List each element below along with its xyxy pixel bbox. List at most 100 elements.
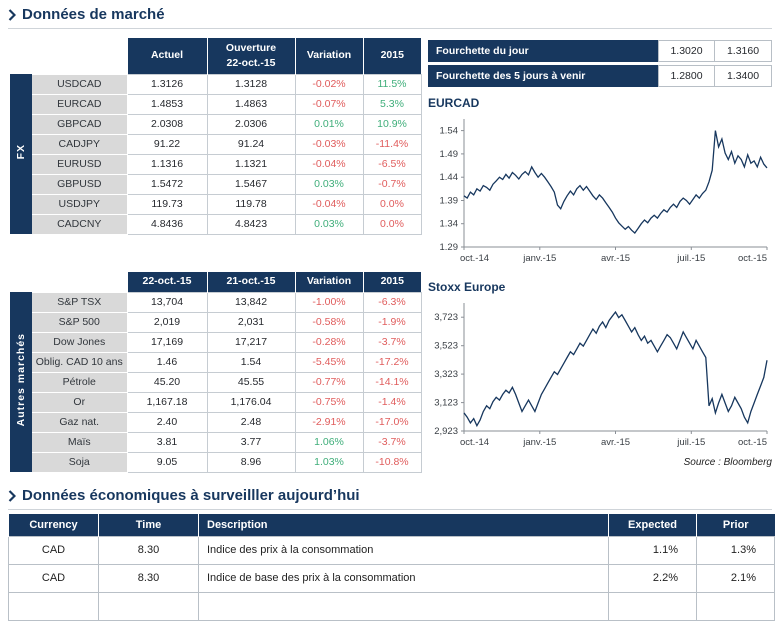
- market-section-header: Données de marché: [8, 6, 772, 29]
- svg-text:1.49: 1.49: [440, 149, 459, 160]
- ytd-cell: -17.2%: [362, 351, 422, 373]
- value-cell: 17,217: [206, 331, 296, 353]
- variation-cell: -0.04%: [294, 153, 364, 175]
- value-cell: 4.8436: [126, 213, 208, 235]
- variation-cell: 1.06%: [294, 431, 364, 453]
- value-cell: 91.22: [126, 133, 208, 155]
- value-cell: 17,169: [126, 331, 208, 353]
- value-cell: 1.3128: [206, 73, 296, 95]
- value-cell: 2.48: [206, 411, 296, 433]
- table-row: Soja 9.05 8.96 1.03% -10.8%: [10, 451, 422, 473]
- value-cell: 1,167.18: [126, 391, 208, 413]
- svg-text:janv.-15: janv.-15: [522, 253, 556, 264]
- group-label: Autres marchés: [10, 292, 32, 472]
- row-label: Oblig. CAD 10 ans: [32, 351, 128, 373]
- variation-cell: -0.02%: [294, 73, 364, 95]
- econ-section-header: Données économiques à surveilller aujour…: [8, 487, 772, 510]
- svg-text:2,923: 2,923: [434, 426, 458, 437]
- svg-text:3,323: 3,323: [434, 369, 458, 380]
- group-label: FX: [10, 74, 32, 234]
- ytd-cell: 0.0%: [362, 193, 422, 215]
- ytd-cell: -3.7%: [362, 431, 422, 453]
- value-cell: 1.4853: [126, 93, 208, 115]
- value-cell: 1.4863: [206, 93, 296, 115]
- svg-text:1.54: 1.54: [440, 126, 459, 137]
- svg-text:janv.-15: janv.-15: [522, 437, 556, 448]
- econ-cell: [98, 591, 199, 621]
- range-high: 1.3400: [715, 65, 772, 87]
- range-label: Fourchette des 5 jours à venir: [428, 65, 658, 87]
- variation-cell: -0.58%: [294, 311, 364, 333]
- row-label: Gaz nat.: [32, 411, 128, 433]
- value-cell: 2.40: [126, 411, 208, 433]
- svg-text:1.44: 1.44: [440, 172, 459, 183]
- row-label: CADCNY: [32, 213, 128, 235]
- row-label: Or: [32, 391, 128, 413]
- row-label: Pétrole: [32, 371, 128, 393]
- svg-text:oct.-15: oct.-15: [738, 437, 767, 448]
- econ-column-header: Expected: [608, 514, 697, 536]
- variation-cell: -0.77%: [294, 371, 364, 393]
- table-row: Pétrole 45.20 45.55 -0.77% -14.1%: [10, 371, 422, 393]
- row-label: S&P 500: [32, 311, 128, 333]
- row-label: Maïs: [32, 431, 128, 453]
- svg-text:1.29: 1.29: [440, 242, 459, 253]
- value-cell: 9.05: [126, 451, 208, 473]
- value-cell: 2,019: [126, 311, 208, 333]
- market-tables-column: Actuel Ouverture 22-oct.-15 Variation 2015 FX…: [10, 38, 422, 474]
- value-cell: 45.55: [206, 371, 296, 393]
- row-label: GBPCAD: [32, 113, 128, 135]
- econ-cell: [8, 591, 99, 621]
- table-row: EURUSD 1.1316 1.1321 -0.04% -6.5%: [10, 153, 422, 175]
- chevron-right-icon: [8, 8, 16, 21]
- value-cell: 45.20: [126, 371, 208, 393]
- econ-cell: 1.1%: [608, 535, 697, 565]
- ytd-cell: -10.8%: [362, 451, 422, 473]
- econ-cell: [608, 591, 697, 621]
- ytd-cell: 0.0%: [362, 213, 422, 235]
- variation-cell: -0.28%: [294, 331, 364, 353]
- ytd-cell: 11.5%: [362, 73, 422, 95]
- table-row: CADJPY 91.22 91.24 -0.03% -11.4%: [10, 133, 422, 155]
- price-line: [463, 310, 768, 428]
- row-label: USDJPY: [32, 193, 128, 215]
- variation-cell: 1.03%: [294, 451, 364, 473]
- table-row: USDJPY 119.73 119.78 -0.04% 0.0%: [10, 193, 422, 215]
- table-row: FX USDCAD 1.3126 1.3128 -0.02% 11.5%: [10, 73, 422, 234]
- value-cell: 1.54: [206, 351, 296, 373]
- econ-row: CAD 8.30 Indice de base des prix à la cons…: [8, 563, 775, 593]
- table-corner: [10, 38, 127, 74]
- row-label: EURCAD: [32, 93, 128, 115]
- fx-table: Actuel Ouverture 22-oct.-15 Variation 2015 FX…: [10, 38, 422, 235]
- row-label: EURUSD: [32, 153, 128, 175]
- table-row: Maïs 3.81 3.77 1.06% -3.7%: [10, 431, 422, 453]
- ytd-cell: -1.4%: [362, 391, 422, 413]
- svg-text:juil.-15: juil.-15: [676, 437, 705, 448]
- value-cell: 1.46: [126, 351, 208, 373]
- table-row: S&P 500 2,019 2,031 -0.58% -1.9%: [10, 311, 422, 333]
- value-cell: 2.0306: [206, 113, 296, 135]
- table-row: CADCNY 4.8436 4.8423 0.03% 0.0%: [10, 213, 422, 235]
- range-low: 1.3020: [658, 40, 715, 62]
- ytd-cell: -1.9%: [362, 311, 422, 333]
- value-cell: 13,704: [126, 291, 208, 313]
- row-label: USDCAD: [32, 73, 128, 95]
- value-cell: 4.8423: [206, 213, 296, 235]
- table-corner: [10, 272, 127, 292]
- ytd-cell: 10.9%: [362, 113, 422, 135]
- variation-cell: -5.45%: [294, 351, 364, 373]
- econ-column-header: Description: [198, 514, 609, 536]
- ytd-cell: -6.3%: [362, 291, 422, 313]
- econ-column-header: Prior: [696, 514, 775, 536]
- svg-text:3,723: 3,723: [434, 312, 458, 323]
- econ-cell: 8.30: [98, 563, 199, 593]
- value-cell: 1.5467: [206, 173, 296, 195]
- market-section-title: Données de marché: [22, 6, 165, 23]
- range-low: 1.2800: [658, 65, 715, 87]
- eurcad-line-chart: 1.29 1.34 1.39 1.44 1.49 1.54 oct.-14 janv.-15 a…: [428, 113, 772, 271]
- column-header: Variation: [294, 38, 363, 74]
- value-cell: 1.3126: [126, 73, 208, 95]
- svg-text:avr.-15: avr.-15: [601, 437, 630, 448]
- value-cell: 3.81: [126, 431, 208, 453]
